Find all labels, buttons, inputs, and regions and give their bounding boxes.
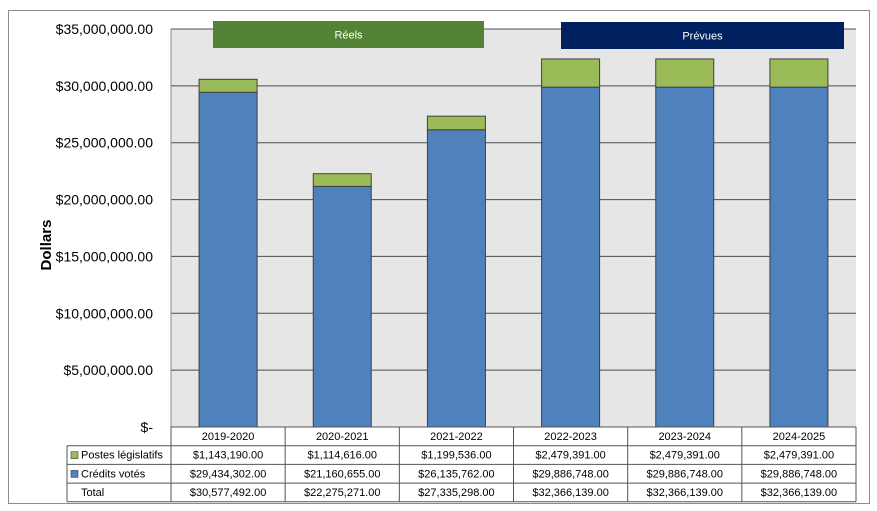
legend-label: Postes législatifs <box>81 450 163 462</box>
period-banner-label: Prévues <box>682 31 723 43</box>
bar-segment <box>198 91 258 428</box>
period-banner <box>213 21 484 48</box>
data-label: $1,199,536.00 <box>421 450 491 462</box>
x-tick-label: 2022-2023 <box>544 431 597 443</box>
bar-segment <box>769 58 829 88</box>
bar-segment <box>312 185 372 428</box>
data-label: $30,577,492.00 <box>190 487 266 499</box>
total-label: Total <box>81 487 104 499</box>
data-label: $26,135,762.00 <box>418 468 494 480</box>
data-label: $1,143,190.00 <box>193 450 263 462</box>
y-tick-label: $35,000,000.00 <box>56 21 154 37</box>
data-label: $29,886,748.00 <box>761 468 837 480</box>
plot-area <box>171 29 856 427</box>
y-tick-label: $30,000,000.00 <box>56 78 154 94</box>
period-banner-label: Réels <box>334 30 363 42</box>
data-label: $27,335,298.00 <box>418 487 494 499</box>
bar-segment <box>198 78 258 93</box>
y-tick-label: $25,000,000.00 <box>56 135 154 151</box>
data-label: $29,886,748.00 <box>647 468 723 480</box>
data-label: $22,275,271.00 <box>304 487 380 499</box>
data-label: $32,366,139.00 <box>532 487 608 499</box>
legend-label: Crédits votés <box>81 468 146 480</box>
bar-segment <box>426 129 486 428</box>
data-label: $2,479,391.00 <box>535 450 605 462</box>
x-tick-label: 2023-2024 <box>658 431 711 443</box>
bar-segment <box>655 58 715 88</box>
y-axis-title: Dollars <box>38 220 55 271</box>
y-tick-label: $10,000,000.00 <box>56 305 154 321</box>
period-banner <box>561 22 844 49</box>
y-tick-label: $- <box>141 419 154 435</box>
bar-segment <box>312 173 372 187</box>
legend-key <box>70 451 79 460</box>
data-label: $32,366,139.00 <box>761 487 837 499</box>
y-tick-label: $20,000,000.00 <box>56 192 154 208</box>
bar-segment <box>541 86 601 428</box>
bar-segment <box>426 115 486 131</box>
data-label: $2,479,391.00 <box>764 450 834 462</box>
x-tick-label: 2020-2021 <box>316 431 369 443</box>
y-tick-label: $15,000,000.00 <box>56 248 154 264</box>
bar-segment <box>541 58 601 88</box>
y-tick-label: $5,000,000.00 <box>63 362 153 378</box>
data-label: $29,886,748.00 <box>532 468 608 480</box>
data-label: $2,479,391.00 <box>650 450 720 462</box>
bar-segment <box>769 86 829 428</box>
x-tick-label: 2024-2025 <box>773 431 826 443</box>
data-label: $21,160,655.00 <box>304 468 380 480</box>
data-label: $32,366,139.00 <box>647 487 723 499</box>
data-label: $1,114,616.00 <box>307 450 377 462</box>
legend-key <box>70 470 79 478</box>
x-tick-label: 2019-2020 <box>202 431 255 443</box>
chart-frame <box>8 10 870 504</box>
x-tick-label: 2021-2022 <box>430 431 483 443</box>
bar-segment <box>655 86 715 428</box>
data-label: $29,434,302.00 <box>190 468 266 480</box>
